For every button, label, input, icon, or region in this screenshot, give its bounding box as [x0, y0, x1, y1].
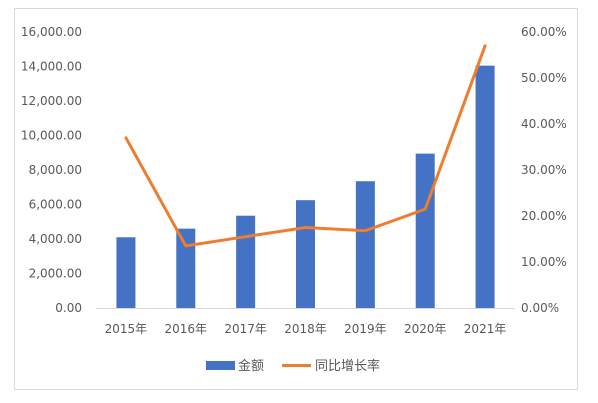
right-axis-tick-label: 40.00%	[521, 117, 567, 131]
growth-rate-line	[124, 44, 487, 248]
left-axis-tick-label: 0.00	[55, 301, 82, 315]
right-axis-tick-label: 20.00%	[521, 209, 567, 223]
x-axis-tick-label: 2016年	[165, 322, 208, 336]
right-axis-tick-label: 10.00%	[521, 255, 567, 269]
x-axis-tick-label: 2020年	[404, 322, 447, 336]
left-axis-tick-label: 12,000.00	[21, 94, 82, 108]
bar	[236, 215, 256, 308]
right-axis-tick-label: 60.00%	[521, 25, 567, 39]
left-axis-tick-label: 6,000.00	[29, 198, 82, 212]
right-axis-tick-label: 50.00%	[521, 71, 567, 85]
bar	[296, 200, 315, 308]
bar	[116, 237, 136, 308]
x-axis-tick-label: 2019年	[344, 322, 387, 336]
bar	[355, 181, 375, 308]
legend-label-growth-rate: 同比增长率	[315, 358, 380, 374]
legend-label-amount: 金额	[238, 358, 264, 374]
left-axis-tick-label: 14,000.00	[21, 60, 82, 74]
bar	[415, 153, 435, 308]
bar	[475, 65, 495, 308]
line-series-growth-rate	[124, 44, 487, 248]
right-axis-tick-label: 0.00%	[521, 301, 559, 315]
left-axis-tick-label: 4,000.00	[29, 232, 82, 246]
left-axis-tick-label: 2,000.00	[29, 267, 82, 281]
right-axis-tick-label: 30.00%	[521, 163, 567, 177]
right-axis: 0.00% 10.00% 20.00% 30.00% 40.00% 50.00% 60.00…	[521, 25, 567, 315]
left-axis-tick-label: 16,000.00	[21, 25, 82, 39]
left-axis-tick-label: 8,000.00	[29, 163, 82, 177]
x-axis-tick-label: 2015年	[105, 322, 148, 336]
bar-series-amount	[116, 65, 495, 308]
left-axis: 0.00 2,000.00 4,000.00 6,000.00 8,000.00 10,0…	[21, 25, 82, 315]
x-axis-tick-label: 2017年	[224, 322, 267, 336]
legend-swatch-amount	[206, 361, 235, 370]
x-axis-tick-label: 2018年	[284, 322, 327, 336]
x-axis: 2015年 2016年 2017年 2018年 2019年 2020年 2021年	[96, 308, 515, 336]
legend: 金额 同比增长率	[206, 358, 380, 374]
left-axis-tick-label: 10,000.00	[21, 129, 82, 143]
bar	[176, 228, 196, 308]
x-axis-tick-label: 2021年	[464, 322, 507, 336]
